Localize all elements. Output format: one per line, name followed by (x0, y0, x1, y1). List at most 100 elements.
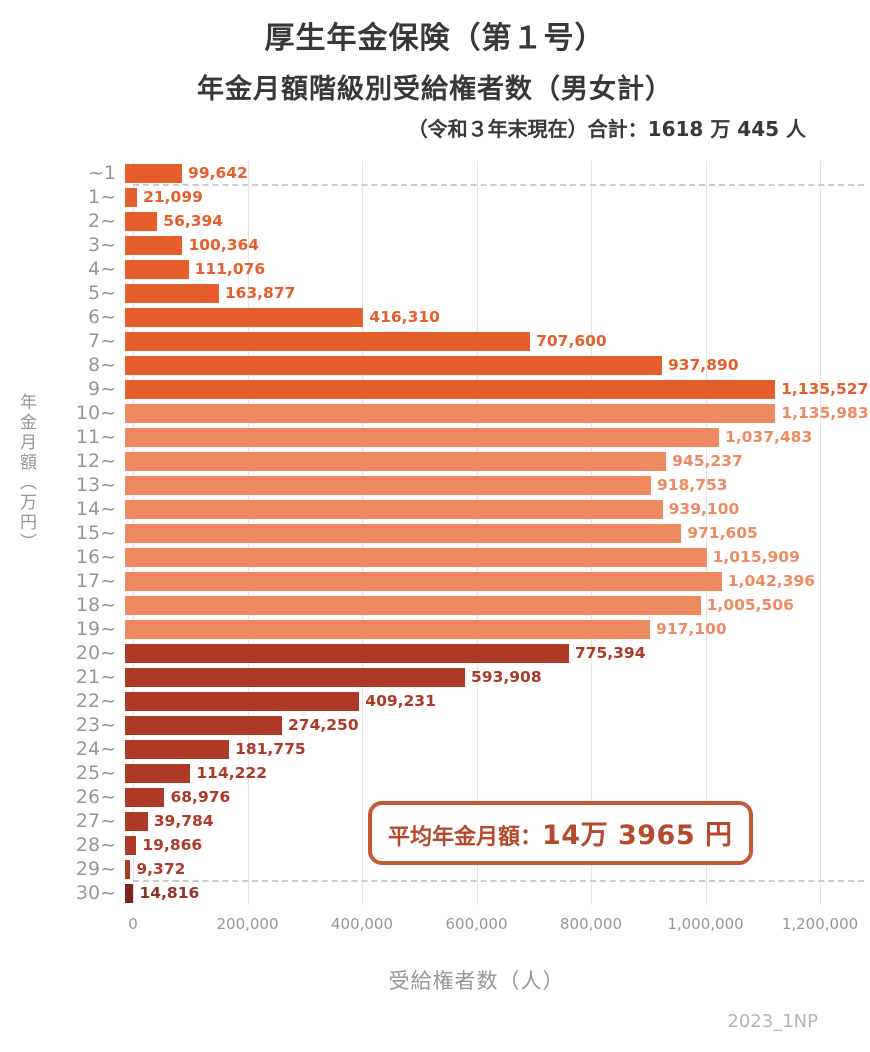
bar-value-label: 163,877 (224, 284, 296, 302)
plot-area: ~1 99,642 1~ 21,099 2~ 56,394 3~ 100,364 4~ 111,0… (0, 161, 870, 905)
bar-value-label: 181,775 (235, 740, 306, 758)
bar-value-label: 917,100 (656, 620, 727, 638)
bar-value-label: 1,135,983 (781, 404, 869, 422)
bar (125, 259, 189, 279)
y-axis-title: 年金月額（万円） (16, 393, 36, 553)
bar-track: 181,775 (125, 737, 812, 761)
bar-value-label: 775,394 (574, 644, 646, 662)
bar-row: 10~ 1,135,983 (0, 401, 870, 425)
bar-row: 1~ 21,099 (0, 185, 870, 209)
bar (125, 571, 722, 591)
bar-row: 21~ 593,908 (0, 665, 870, 689)
bar (125, 475, 651, 495)
bar-value-label: 1,037,483 (724, 428, 813, 446)
bar-row: 19~ 917,100 (0, 617, 870, 641)
dashed-divider-top (133, 184, 864, 186)
y-tick-label: 6~ (87, 306, 116, 328)
bar-value-label: 100,364 (188, 236, 260, 254)
bar-track: 21,099 (125, 185, 812, 209)
bar-value-label: 111,076 (194, 260, 266, 278)
y-tick-label: 9~ (87, 378, 116, 400)
bar-row: 25~ 114,222 (0, 761, 870, 785)
bar (125, 739, 230, 759)
bar (125, 499, 663, 519)
bar-track: 1,005,506 (125, 593, 812, 617)
bar-value-label: 14,816 (139, 884, 200, 902)
bar (125, 787, 165, 807)
average-annotation-box: 平均年金月額： 14万 3965 円 (368, 801, 753, 865)
bar-track: 1,015,909 (125, 545, 812, 569)
x-tick-label: 1,200,000 (781, 915, 859, 933)
bar-track: 918,753 (125, 473, 812, 497)
bar-track: 99,642 (125, 161, 812, 185)
bar-row: 18~ 1,005,506 (0, 593, 870, 617)
bar (125, 811, 148, 831)
bar-row: 13~ 918,753 (0, 473, 870, 497)
bar-row: 30~ 14,816 (0, 881, 870, 905)
y-tick-label: 8~ (87, 354, 116, 376)
bar-value-label: 1,005,506 (706, 596, 794, 614)
bar-row: 29~ 9,372 (0, 857, 870, 881)
x-tick-label: 600,000 (445, 915, 508, 933)
bar-track: 68,976 (125, 785, 812, 809)
bar-value-label: 945,237 (672, 452, 743, 470)
bar-row: 26~ 68,976 (0, 785, 870, 809)
bar (125, 403, 776, 423)
bar-value-label: 1,042,396 (727, 572, 816, 590)
bar (125, 691, 360, 711)
y-tick-label: 22~ (75, 690, 116, 712)
bar-row: 6~ 416,310 (0, 305, 870, 329)
bar-row: 27~ 39,784 (0, 809, 870, 833)
bar-value-label: 68,976 (170, 788, 231, 806)
bar-row: 16~ 1,015,909 (0, 545, 870, 569)
bar-value-label: 1,135,527 (781, 380, 869, 398)
x-tick-label: 400,000 (330, 915, 394, 933)
y-tick-label: 15~ (75, 522, 116, 544)
bar-value-label: 1,015,909 (712, 548, 800, 566)
bar-track: 937,890 (125, 353, 812, 377)
bar-row: 22~ 409,231 (0, 689, 870, 713)
y-tick-label: 27~ (75, 810, 116, 832)
bar-track: 39,784 (125, 809, 812, 833)
bar (125, 643, 569, 663)
y-tick-label: 10~ (75, 402, 116, 424)
bar-row: 23~ 274,250 (0, 713, 870, 737)
bar-track: 971,605 (125, 521, 812, 545)
bar-value-label: 409,231 (365, 692, 436, 710)
bar-value-label: 707,600 (536, 332, 607, 350)
y-tick-label: 2~ (87, 210, 116, 232)
bar-track: 416,310 (125, 305, 812, 329)
bar (125, 379, 776, 399)
bar (125, 307, 364, 327)
bar-track: 9,372 (125, 857, 812, 881)
y-tick-label: 11~ (75, 426, 116, 448)
bar (125, 163, 183, 183)
bar-value-label: 21,099 (143, 188, 203, 206)
y-tick-label: 13~ (75, 474, 116, 496)
chart-title: 厚生年金保険（第１号） (264, 21, 606, 56)
bar-track: 56,394 (125, 209, 812, 233)
bar (125, 451, 667, 471)
bar-row: 9~ 1,135,527 (0, 377, 870, 401)
bar (125, 619, 651, 639)
x-axis-title: 受給権者数（人） (388, 969, 565, 993)
bar-track: 1,037,483 (125, 425, 812, 449)
y-tick-label: 1~ (87, 186, 116, 208)
y-tick-label: 24~ (75, 738, 116, 760)
bar-track: 939,100 (125, 497, 812, 521)
bar-row: 2~ 56,394 (0, 209, 870, 233)
bar-value-label: 274,250 (288, 716, 359, 734)
bar-track: 274,250 (125, 713, 812, 737)
bar-row: 17~ 1,042,396 (0, 569, 870, 593)
bar-row: 5~ 163,877 (0, 281, 870, 305)
x-tick-label: 800,000 (559, 915, 623, 933)
bar-row: ~1 99,642 (0, 161, 870, 185)
y-tick-label: 12~ (75, 450, 116, 472)
bar-track: 1,042,396 (125, 569, 816, 593)
chart-total-note: （令和３年末現在）合計：1618 万 445 人 (407, 117, 806, 141)
bar (125, 835, 137, 855)
bar-value-label: 416,310 (369, 308, 440, 326)
bar-track: 409,231 (125, 689, 812, 713)
bar-track: 1,135,527 (125, 377, 868, 401)
bar-value-label: 971,605 (687, 524, 758, 542)
